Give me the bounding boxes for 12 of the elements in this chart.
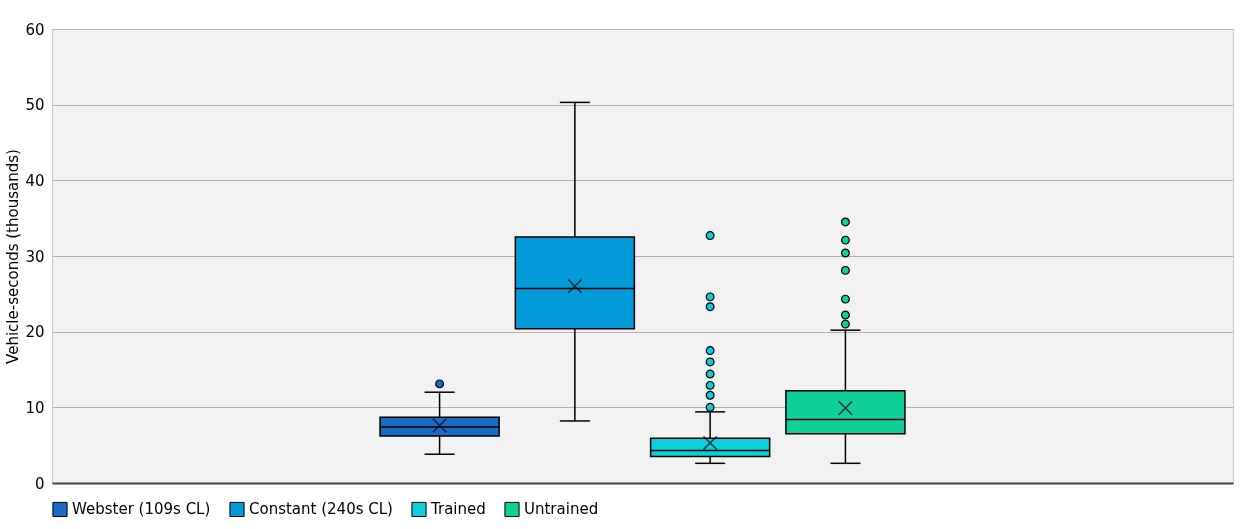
y-tick-label: 20 bbox=[25, 323, 45, 342]
y-tick-label: 30 bbox=[25, 247, 45, 266]
y-tick-label: 40 bbox=[25, 171, 45, 190]
legend-label: Untrained bbox=[524, 500, 599, 519]
legend-label: Trained bbox=[430, 500, 486, 519]
y-tick-label: 60 bbox=[25, 20, 45, 39]
y-axis-title: Vehicle-seconds (thousands) bbox=[4, 149, 23, 364]
legend-label: Constant (240s CL) bbox=[249, 500, 393, 519]
y-tick-label: 10 bbox=[25, 398, 45, 417]
legend-label: Webster (109s CL) bbox=[72, 500, 211, 519]
y-tick-label: 50 bbox=[25, 96, 45, 115]
y-tick-label: 0 bbox=[34, 474, 45, 493]
